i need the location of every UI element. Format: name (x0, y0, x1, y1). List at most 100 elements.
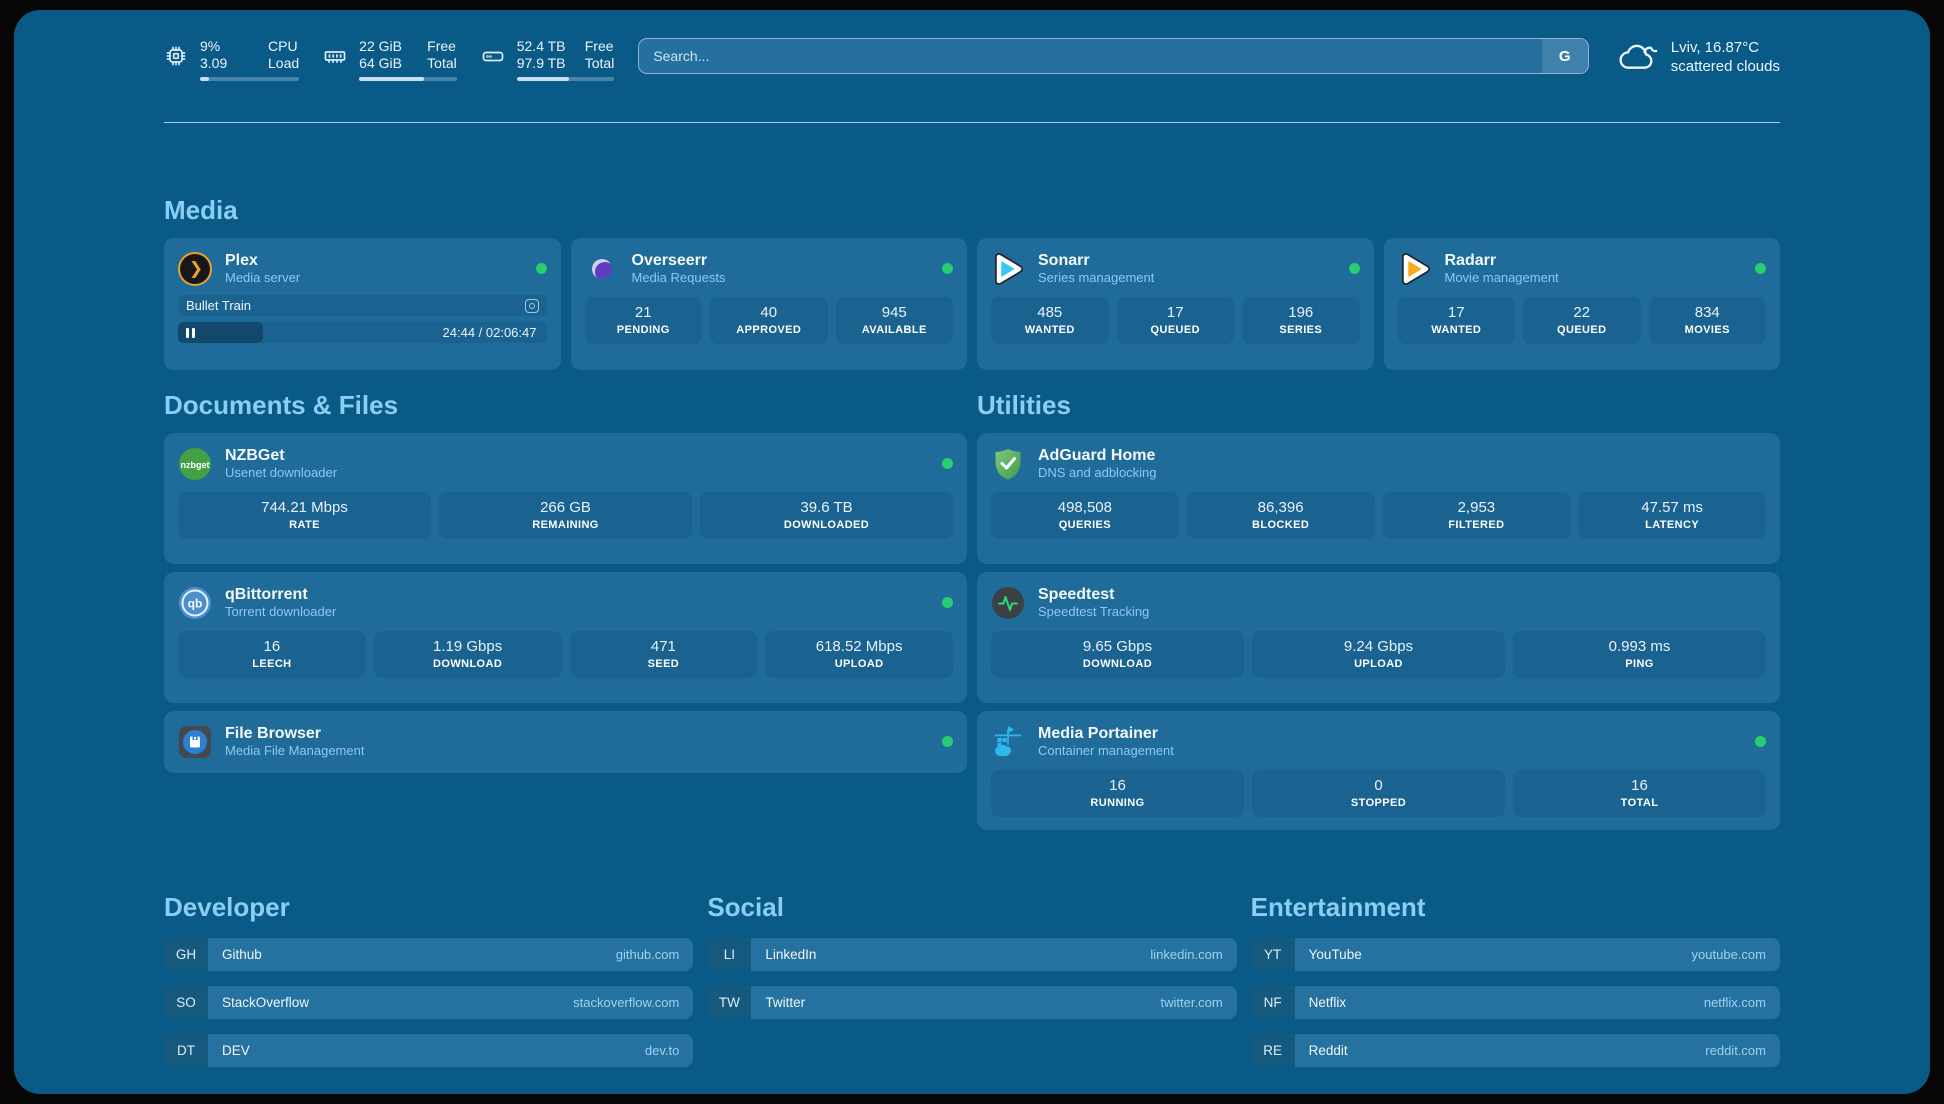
session-info-icon[interactable] (524, 298, 539, 313)
app-subtitle: DNS and adblocking (1038, 465, 1157, 480)
status-dot (942, 458, 953, 469)
entertainment-links: Entertainment YT YouTube youtube.com NF N… (1250, 892, 1780, 1067)
stat-box: 618.52 Mbps UPLOAD (765, 631, 953, 678)
search-engine-button[interactable]: G (1541, 39, 1588, 73)
stat-box: 485 WANTED (991, 297, 1109, 344)
cpu-label: CPU (268, 38, 298, 54)
link-twitter[interactable]: TW Twitter twitter.com (707, 986, 1237, 1019)
link-stackoverflow[interactable]: SO StackOverflow stackoverflow.com (164, 986, 694, 1019)
link-linkedin[interactable]: LI LinkedIn linkedin.com (707, 938, 1237, 971)
link-reddit[interactable]: RE Reddit reddit.com (1250, 1034, 1780, 1067)
qbittorrent-card[interactable]: qb qBittorrent Torrent downloader 16 LEEC… (164, 572, 967, 703)
speedtest-icon[interactable] (991, 586, 1025, 620)
link-abbr: GH (164, 938, 208, 971)
app-name: Sonarr (1038, 252, 1090, 269)
plex-card[interactable]: ❯ Plex Media server Bullet Train (164, 238, 561, 370)
ram-total-value: 64 GiB (359, 55, 402, 71)
weather-location-temp: Lviv, 16.87°C (1670, 39, 1760, 56)
app-name: NZBGet (225, 447, 285, 464)
app-subtitle: Media File Management (225, 743, 365, 758)
speedtest-card[interactable]: Speedtest Speedtest Tracking 9.65 Gbps DO… (977, 572, 1780, 703)
stat-box: 17 WANTED (1397, 297, 1515, 344)
now-playing-title: Bullet Train (186, 298, 252, 313)
app-name: qBittorrent (225, 586, 308, 603)
stat-box: 471 SEED (569, 631, 758, 678)
stat-box: 744.21 Mbps RATE (178, 492, 431, 539)
adguard-card[interactable]: AdGuard Home DNS and adblocking 498,508 Q… (977, 433, 1780, 564)
stat-box: 498,508 QUERIES (991, 492, 1179, 539)
disk-total-value: 97.9 TB (516, 55, 566, 71)
section-title-documents: Documents & Files (164, 390, 399, 420)
stat-box: 945 AVAILABLE (835, 297, 953, 344)
link-github[interactable]: GH Github github.com (164, 938, 694, 971)
link-abbr: LI (707, 938, 752, 971)
ram-free-value: 22 GiB (359, 38, 402, 54)
status-dot (942, 736, 953, 747)
filebrowser-card[interactable]: File Browser Media File Management (164, 711, 967, 773)
cpu-load-label: Load (268, 55, 300, 71)
stat-box: 40 APPROVED (710, 297, 828, 344)
nzbget-card[interactable]: nzbget NZBGet Usenet downloader 744.21 M… (164, 433, 967, 564)
ram-stat: 22 GiB 64 GiB Free Total (323, 38, 457, 81)
link-abbr: SO (164, 986, 208, 1019)
app-name: Radarr (1444, 252, 1497, 269)
svg-text:nzbget: nzbget (181, 460, 210, 470)
stat-box: 2,953 FILTERED (1382, 492, 1571, 539)
overseerr-icon[interactable] (585, 252, 619, 286)
link-youtube[interactable]: YT YouTube youtube.com (1250, 938, 1780, 971)
disk-icon (481, 44, 505, 68)
disk-free-value: 52.4 TB (516, 38, 566, 54)
cpu-stat: 9% 3.09 CPU Load (164, 38, 300, 81)
section-title-utilities: Utilities (977, 390, 1071, 420)
radarr-icon[interactable] (1398, 252, 1432, 286)
header-divider (164, 122, 1780, 123)
portainer-icon[interactable] (991, 725, 1025, 759)
stat-box: 834 MOVIES (1648, 297, 1766, 344)
link-abbr: RE (1250, 1034, 1295, 1067)
ram-progress-bar (359, 77, 457, 81)
now-playing-row: Bullet Train (178, 295, 547, 316)
adguard-icon[interactable] (991, 447, 1025, 481)
stat-box: 86,396 BLOCKED (1186, 492, 1375, 539)
app-name: Media Portainer (1038, 725, 1159, 742)
documents-column: Documents & Files nzbget NZBGet Usenet d (164, 390, 967, 830)
ram-icon (323, 44, 347, 68)
overseerr-card[interactable]: Overseerr Media Requests 21 PENDING 40 APP… (570, 238, 967, 370)
nzbget-icon[interactable]: nzbget (178, 447, 212, 481)
cloud-icon (1617, 40, 1659, 74)
app-name: Plex (225, 252, 258, 269)
plex-icon[interactable]: ❯ (178, 251, 212, 286)
link-netflix[interactable]: NF Netflix netflix.com (1250, 986, 1780, 1019)
portainer-card[interactable]: Media Portainer Container management 16 R… (977, 711, 1780, 830)
status-dot (942, 597, 953, 608)
radarr-card[interactable]: Radarr Movie management 17 WANTED 22 QUEUE… (1383, 238, 1780, 370)
pause-icon[interactable] (186, 327, 195, 338)
qbittorrent-icon[interactable]: qb (178, 586, 212, 620)
stat-box: 196 SERIES (1242, 297, 1360, 344)
cpu-progress-bar (200, 77, 300, 81)
stat-box: 21 PENDING (584, 297, 702, 344)
status-dot (1755, 736, 1766, 747)
link-abbr: DT (164, 1034, 208, 1067)
search-bar[interactable]: G (638, 38, 1589, 74)
section-title-entertainment: Entertainment (1250, 892, 1426, 922)
sonarr-card[interactable]: Sonarr Series management 485 WANTED 17 QUE… (977, 238, 1374, 370)
link-dev[interactable]: DT DEV dev.to (164, 1034, 694, 1067)
disk-free-label: Free (584, 38, 614, 54)
link-abbr: TW (707, 986, 752, 1019)
stat-box: 266 GB REMAINING (439, 492, 692, 539)
utilities-column: Utilities (977, 390, 1780, 830)
stat-box: 16 TOTAL (1513, 770, 1766, 817)
stat-box: 17 QUEUED (1116, 297, 1234, 344)
search-input[interactable] (639, 39, 1542, 73)
app-subtitle: Media server (225, 270, 301, 285)
app-subtitle: Media Requests (631, 270, 726, 285)
disk-stat: 52.4 TB 97.9 TB Free Total (481, 38, 615, 81)
playback-time: 24:44 / 02:06:47 (442, 325, 537, 340)
stat-box: 16 RUNNING (991, 770, 1244, 817)
app-subtitle: Usenet downloader (225, 465, 338, 480)
playback-progress: 24:44 / 02:06:47 (178, 322, 547, 343)
media-card-row: ❯ Plex Media server Bullet Train (164, 238, 1780, 370)
sonarr-icon[interactable] (991, 252, 1025, 286)
filebrowser-icon[interactable] (178, 725, 212, 759)
